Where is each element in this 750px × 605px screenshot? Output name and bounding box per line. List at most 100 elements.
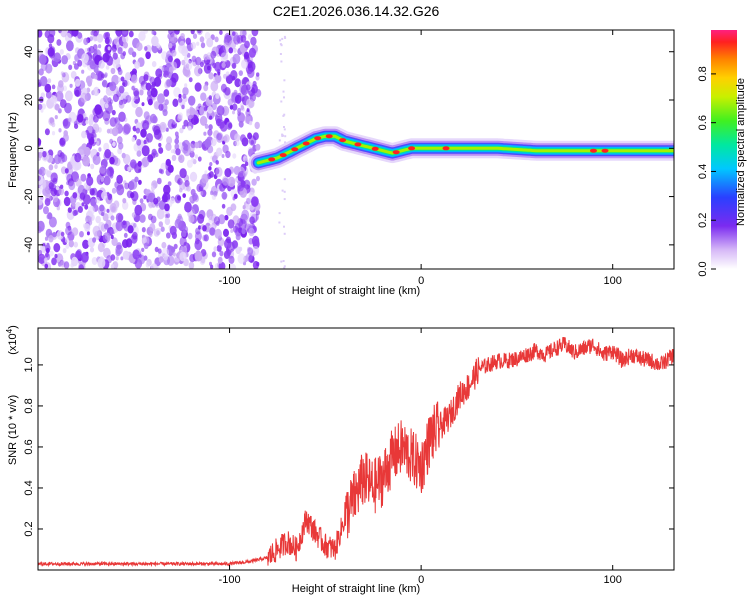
- heatmap-noise-blob: [177, 178, 183, 186]
- heatmap-noise-blob: [243, 154, 248, 161]
- heatmap-noise-blob: [122, 154, 131, 165]
- heatmap-noise-blob: [232, 53, 241, 65]
- heatmap-noise-blob: [88, 205, 95, 216]
- heatmap-noise-blob: [95, 196, 100, 204]
- heatmap-noise-blob: [167, 119, 176, 130]
- heatmap-noise-blob: [74, 152, 82, 163]
- heatmap-noise-speck: [280, 60, 283, 63]
- heatmap-noise-blob: [227, 219, 235, 229]
- heatmap-noise-blob: [115, 248, 121, 257]
- heatmap-noise-blob: [246, 197, 251, 205]
- heatmap-noise-blob: [72, 209, 78, 217]
- heatmap-noise-blob: [238, 246, 243, 252]
- heatmap-noise-blob: [167, 181, 172, 187]
- heatmap-noise-blob: [160, 162, 167, 171]
- heatmap-noise-blob: [203, 63, 212, 74]
- heatmap-noise-blob: [97, 257, 106, 269]
- heatmap-noise-blob: [130, 74, 138, 84]
- heatmap-noise-blob: [44, 83, 52, 93]
- heatmap-noise-blob: [228, 255, 235, 264]
- heatmap-noise-blob: [51, 257, 57, 266]
- heatmap-noise-blob: [86, 133, 92, 140]
- heatmap-noise-blob: [188, 261, 195, 269]
- heatmap-noise-blob: [157, 93, 165, 104]
- heatmap-noise-blob: [209, 162, 213, 167]
- heatmap-noise-blob: [238, 219, 247, 230]
- heatmap-noise-blob: [42, 245, 46, 251]
- heatmap-noise-blob: [255, 89, 262, 98]
- heatmap-noise-speck: [283, 126, 285, 128]
- heatmap-noise-blob: [235, 140, 240, 147]
- heatmap-noise-blob: [44, 236, 49, 241]
- heatmap-noise-blob: [184, 68, 191, 78]
- heatmap-noise-blob: [38, 226, 42, 234]
- heatmap-noise-blob: [178, 97, 183, 103]
- heatmap-noise-blob: [120, 76, 125, 82]
- heatmap-ridge-hotspot: [408, 146, 416, 151]
- heatmap-noise-blob: [184, 83, 188, 88]
- heatmap-noise-blob: [224, 168, 232, 178]
- heatmap-noise-blob: [111, 109, 116, 116]
- colorbar-gradient: [711, 30, 737, 269]
- heatmap-noise-blob: [214, 61, 222, 72]
- snr-x-tick-label: 100: [604, 574, 622, 586]
- heatmap-ridge-hotspot: [590, 148, 597, 153]
- heatmap-noise-blob: [213, 246, 218, 252]
- heatmap-noise-blob: [256, 175, 260, 182]
- heatmap-noise-blob: [122, 30, 128, 35]
- heatmap-noise-blob: [48, 43, 53, 49]
- heatmap-noise-blob: [118, 142, 124, 150]
- heatmap-noise-speck: [280, 44, 283, 47]
- heatmap-noise-blob: [134, 204, 143, 216]
- heatmap-noise-blob: [200, 42, 206, 49]
- heatmap-noise-blob: [71, 256, 79, 267]
- heatmap-noise-blob: [216, 244, 222, 252]
- heatmap-noise-speck: [283, 266, 286, 269]
- heatmap-noise-blob: [181, 46, 189, 57]
- heatmap-noise-speck: [283, 113, 286, 116]
- heatmap-noise-blob: [117, 77, 122, 82]
- heatmap-noise-blob: [64, 168, 69, 174]
- heatmap-noise-blob: [93, 36, 97, 42]
- heatmap-noise-blob: [66, 40, 74, 52]
- heatmap-noise-blob: [251, 178, 257, 186]
- heatmap-noise-blob: [149, 76, 156, 85]
- heatmap-noise-blob: [171, 154, 177, 162]
- heatmap-noise-blob: [254, 121, 260, 130]
- heatmap-noise-blob: [133, 88, 139, 97]
- heatmap-noise-blob: [252, 245, 260, 256]
- heatmap-noise-blob: [57, 83, 64, 93]
- heatmap-noise-blob: [241, 59, 248, 69]
- heatmap-noise-blob: [201, 173, 209, 184]
- heatmap-noise-blob: [143, 139, 147, 145]
- heatmap-noise-blob: [136, 150, 142, 157]
- heatmap-noise-blob: [172, 252, 176, 257]
- heatmap-noise-blob: [177, 112, 183, 120]
- heatmap-noise-blob: [80, 173, 87, 182]
- heatmap-noise-blob: [208, 171, 214, 178]
- heatmap-noise-blob: [227, 74, 233, 82]
- heatmap-noise-blob: [107, 46, 111, 51]
- heatmap-noise-blob: [115, 220, 124, 232]
- heatmap-noise-blob: [146, 133, 153, 143]
- heatmap-noise-blob: [185, 37, 191, 45]
- heatmap-noise-blob: [226, 236, 231, 244]
- heatmap-noise-blob: [61, 154, 68, 163]
- heatmap-noise-blob: [170, 246, 176, 253]
- heatmap-noise-blob: [170, 149, 174, 154]
- heatmap-noise-blob: [166, 136, 173, 145]
- snr-y-tick-label: 0.8: [23, 398, 35, 413]
- heatmap-noise-blob: [190, 42, 197, 50]
- heatmap-noise-blob: [135, 127, 141, 134]
- heatmap-noise-blob: [125, 95, 132, 103]
- heatmap-noise-blob: [48, 164, 54, 171]
- heatmap-noise-blob: [89, 188, 95, 196]
- heatmap-noise-blob: [60, 231, 65, 237]
- heatmap-noise-blob: [184, 201, 192, 213]
- heatmap-noise-blob: [174, 138, 179, 145]
- heatmap-noise-blob: [223, 250, 231, 259]
- heatmap-noise-blob: [238, 120, 244, 128]
- heatmap-noise-blob: [48, 235, 54, 243]
- heatmap-noise-blob: [55, 185, 60, 191]
- heatmap-noise-blob: [141, 156, 150, 168]
